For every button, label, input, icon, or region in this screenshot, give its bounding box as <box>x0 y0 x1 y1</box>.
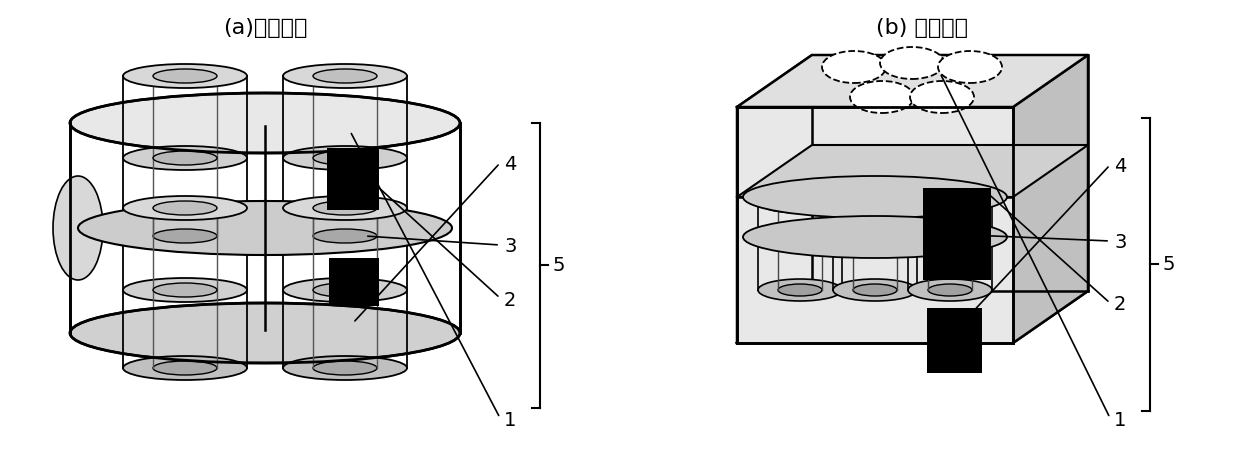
Text: 1: 1 <box>1114 411 1126 429</box>
Ellipse shape <box>928 196 972 208</box>
Text: 5: 5 <box>552 256 564 275</box>
Text: 1: 1 <box>503 411 516 429</box>
Ellipse shape <box>312 229 377 243</box>
Ellipse shape <box>123 196 247 220</box>
Ellipse shape <box>123 278 247 302</box>
Ellipse shape <box>283 278 407 302</box>
Ellipse shape <box>153 201 217 215</box>
Text: 2: 2 <box>503 290 516 309</box>
Ellipse shape <box>777 284 822 296</box>
Ellipse shape <box>937 51 1002 83</box>
Ellipse shape <box>908 191 992 213</box>
Ellipse shape <box>743 176 1007 218</box>
Bar <box>327 148 379 210</box>
Text: 2: 2 <box>1114 296 1126 315</box>
Ellipse shape <box>758 279 842 301</box>
Ellipse shape <box>153 229 217 243</box>
Ellipse shape <box>833 191 918 213</box>
Polygon shape <box>737 55 812 343</box>
Ellipse shape <box>153 151 217 165</box>
Ellipse shape <box>283 356 407 380</box>
Ellipse shape <box>283 146 407 170</box>
Ellipse shape <box>928 284 972 296</box>
Ellipse shape <box>153 69 217 83</box>
Polygon shape <box>737 291 1087 343</box>
Text: 4: 4 <box>503 156 516 175</box>
Ellipse shape <box>123 64 247 88</box>
Bar <box>329 258 379 306</box>
Bar <box>928 308 982 373</box>
Ellipse shape <box>283 224 407 248</box>
Ellipse shape <box>312 283 377 297</box>
Ellipse shape <box>283 196 407 220</box>
Ellipse shape <box>908 279 992 301</box>
Ellipse shape <box>69 93 460 153</box>
Ellipse shape <box>833 279 918 301</box>
Ellipse shape <box>853 284 897 296</box>
Ellipse shape <box>283 64 407 88</box>
Ellipse shape <box>123 146 247 170</box>
Text: 5: 5 <box>1162 255 1174 274</box>
Text: (a)圆柱形壳: (a)圆柱形壳 <box>223 18 308 38</box>
Ellipse shape <box>53 176 103 280</box>
Ellipse shape <box>312 69 377 83</box>
Text: (b) 棱柱形壳: (b) 棱柱形壳 <box>875 18 968 38</box>
Ellipse shape <box>853 196 897 208</box>
Ellipse shape <box>849 81 914 113</box>
Ellipse shape <box>153 283 217 297</box>
Bar <box>923 188 991 280</box>
Polygon shape <box>737 145 1087 197</box>
Ellipse shape <box>312 201 377 215</box>
Ellipse shape <box>69 303 460 363</box>
Ellipse shape <box>910 81 973 113</box>
Ellipse shape <box>123 224 247 248</box>
Text: 3: 3 <box>503 237 516 256</box>
Ellipse shape <box>312 361 377 375</box>
Ellipse shape <box>822 51 887 83</box>
Polygon shape <box>737 55 1087 107</box>
Ellipse shape <box>880 47 944 79</box>
Ellipse shape <box>758 191 842 213</box>
Ellipse shape <box>123 356 247 380</box>
Ellipse shape <box>312 151 377 165</box>
Text: 4: 4 <box>1114 158 1126 176</box>
Ellipse shape <box>777 196 822 208</box>
Text: 3: 3 <box>1114 234 1126 253</box>
Ellipse shape <box>153 361 217 375</box>
Polygon shape <box>737 107 1013 343</box>
Ellipse shape <box>78 201 453 255</box>
Ellipse shape <box>743 216 1007 258</box>
Polygon shape <box>1013 55 1087 343</box>
